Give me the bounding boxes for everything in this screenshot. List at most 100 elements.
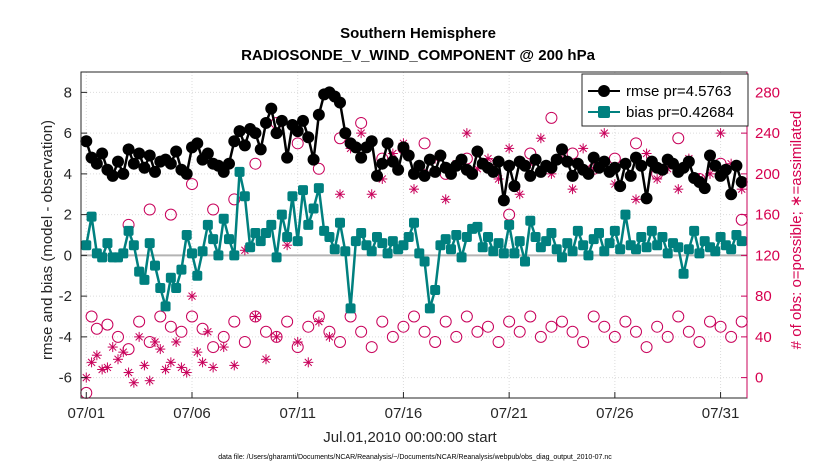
obs-possible-marker bbox=[577, 335, 590, 348]
y-tick-label: 0 bbox=[64, 247, 72, 264]
bias-point bbox=[498, 248, 509, 259]
obs-possible-marker bbox=[365, 341, 378, 354]
rmse-point bbox=[598, 155, 611, 168]
obs-possible-marker bbox=[164, 320, 177, 333]
obs-assimilated-marker bbox=[134, 331, 145, 342]
bias-point bbox=[382, 248, 393, 259]
y-tick-label-right: 200 bbox=[755, 166, 780, 183]
obs-possible-marker bbox=[598, 320, 611, 333]
y-tick-label: 2 bbox=[64, 207, 72, 224]
rmse-point bbox=[238, 139, 251, 152]
bias-point bbox=[335, 217, 345, 228]
bias-point bbox=[609, 225, 620, 236]
rmse-point bbox=[143, 149, 156, 162]
bias-point bbox=[646, 225, 657, 236]
rmse-point bbox=[138, 161, 151, 174]
bias-point bbox=[424, 303, 435, 314]
rmse-point bbox=[466, 167, 479, 180]
rmse-point bbox=[233, 125, 246, 138]
bias-point bbox=[440, 234, 451, 245]
bias-point bbox=[551, 244, 562, 255]
rmse-point bbox=[281, 151, 294, 164]
bias-point bbox=[165, 272, 176, 283]
rmse-point bbox=[556, 143, 568, 156]
obs-assimilated-marker bbox=[202, 326, 213, 337]
obs-assimilated-marker bbox=[461, 128, 472, 139]
bias-point bbox=[329, 244, 340, 255]
obs-possible-marker bbox=[735, 315, 748, 328]
x-tick-label: 07/16 bbox=[385, 405, 423, 422]
rmse-point bbox=[260, 116, 272, 129]
bias-point bbox=[387, 236, 398, 247]
bias-point bbox=[150, 260, 160, 271]
y-tick-label: -6 bbox=[59, 370, 72, 387]
rmse-point bbox=[249, 127, 262, 140]
chart-subtitle: RADIOSONDE_V_WIND_COMPONENT @ 200 hPa bbox=[241, 47, 596, 64]
rmse-point bbox=[614, 180, 627, 193]
obs-possible-marker bbox=[460, 310, 473, 323]
bias-point bbox=[250, 227, 261, 238]
rmse-point bbox=[719, 163, 732, 176]
bias-point bbox=[710, 246, 721, 257]
bias-point bbox=[483, 232, 493, 243]
rmse-point bbox=[730, 159, 743, 172]
obs-assimilated-marker bbox=[91, 350, 102, 361]
rmse-point bbox=[355, 151, 368, 164]
rmse-point bbox=[487, 165, 500, 178]
obs-possible-marker bbox=[630, 137, 642, 150]
bias-point bbox=[641, 242, 652, 253]
obs-possible-marker bbox=[619, 315, 632, 328]
obs-assimilated-marker bbox=[128, 377, 139, 388]
bias-point bbox=[276, 209, 287, 220]
bias-point bbox=[514, 236, 525, 247]
obs-possible-marker bbox=[143, 203, 156, 216]
rmse-point bbox=[334, 96, 346, 109]
obs-possible-marker bbox=[524, 310, 537, 323]
obs-assimilated-marker bbox=[504, 143, 515, 154]
obs-possible-marker bbox=[450, 330, 463, 343]
obs-assimilated-marker bbox=[324, 331, 335, 342]
bias-point bbox=[345, 303, 356, 314]
series-markers bbox=[80, 86, 748, 314]
rmse-point bbox=[381, 137, 394, 150]
y-axis-label-right: # of obs: o=possible; ∗=assimilated bbox=[788, 111, 805, 350]
y-tick-label-right: 40 bbox=[755, 329, 772, 346]
obs-possible-marker bbox=[587, 310, 600, 323]
x-tick-label: 07/31 bbox=[702, 405, 740, 422]
bias-point bbox=[81, 240, 92, 251]
bias-point bbox=[187, 248, 197, 259]
rmse-point bbox=[80, 135, 93, 148]
rmse-point bbox=[122, 143, 135, 156]
obs-assimilated-marker bbox=[197, 357, 208, 368]
obs-possible-marker bbox=[397, 320, 410, 333]
obs-assimilated-marker bbox=[192, 347, 203, 358]
rmse-point bbox=[497, 194, 510, 207]
rmse-point bbox=[201, 147, 214, 160]
bias-point bbox=[403, 232, 414, 243]
rmse-point bbox=[170, 145, 183, 158]
rmse-point bbox=[423, 153, 436, 166]
obs-assimilated-marker bbox=[107, 342, 118, 353]
obs-possible-marker bbox=[112, 330, 124, 343]
rmse-point bbox=[164, 157, 177, 170]
obs-possible-marker bbox=[408, 310, 420, 323]
bias-point bbox=[308, 203, 319, 214]
y-tick-label: 4 bbox=[64, 166, 72, 183]
bias-point bbox=[160, 301, 171, 312]
bias-point bbox=[572, 225, 583, 236]
y-tick-label-right: 80 bbox=[755, 288, 772, 305]
obs-possible-marker bbox=[228, 193, 241, 206]
x-tick-label: 07/06 bbox=[173, 405, 211, 422]
bias-point bbox=[414, 248, 425, 259]
legend: rmse pr=4.5763 bias pr=0.42684 bbox=[581, 73, 749, 127]
obs-assimilated-marker bbox=[155, 344, 166, 355]
obs-possible-marker bbox=[270, 330, 283, 343]
rmse-point bbox=[434, 149, 447, 162]
obs-possible-marker bbox=[714, 320, 727, 333]
obs-possible-marker bbox=[556, 315, 568, 328]
bias-point bbox=[678, 268, 689, 279]
y-tick-label-right: 0 bbox=[755, 370, 763, 387]
obs-assimilated-marker bbox=[218, 342, 229, 353]
rmse-point bbox=[376, 157, 389, 170]
rmse-point bbox=[223, 157, 235, 170]
